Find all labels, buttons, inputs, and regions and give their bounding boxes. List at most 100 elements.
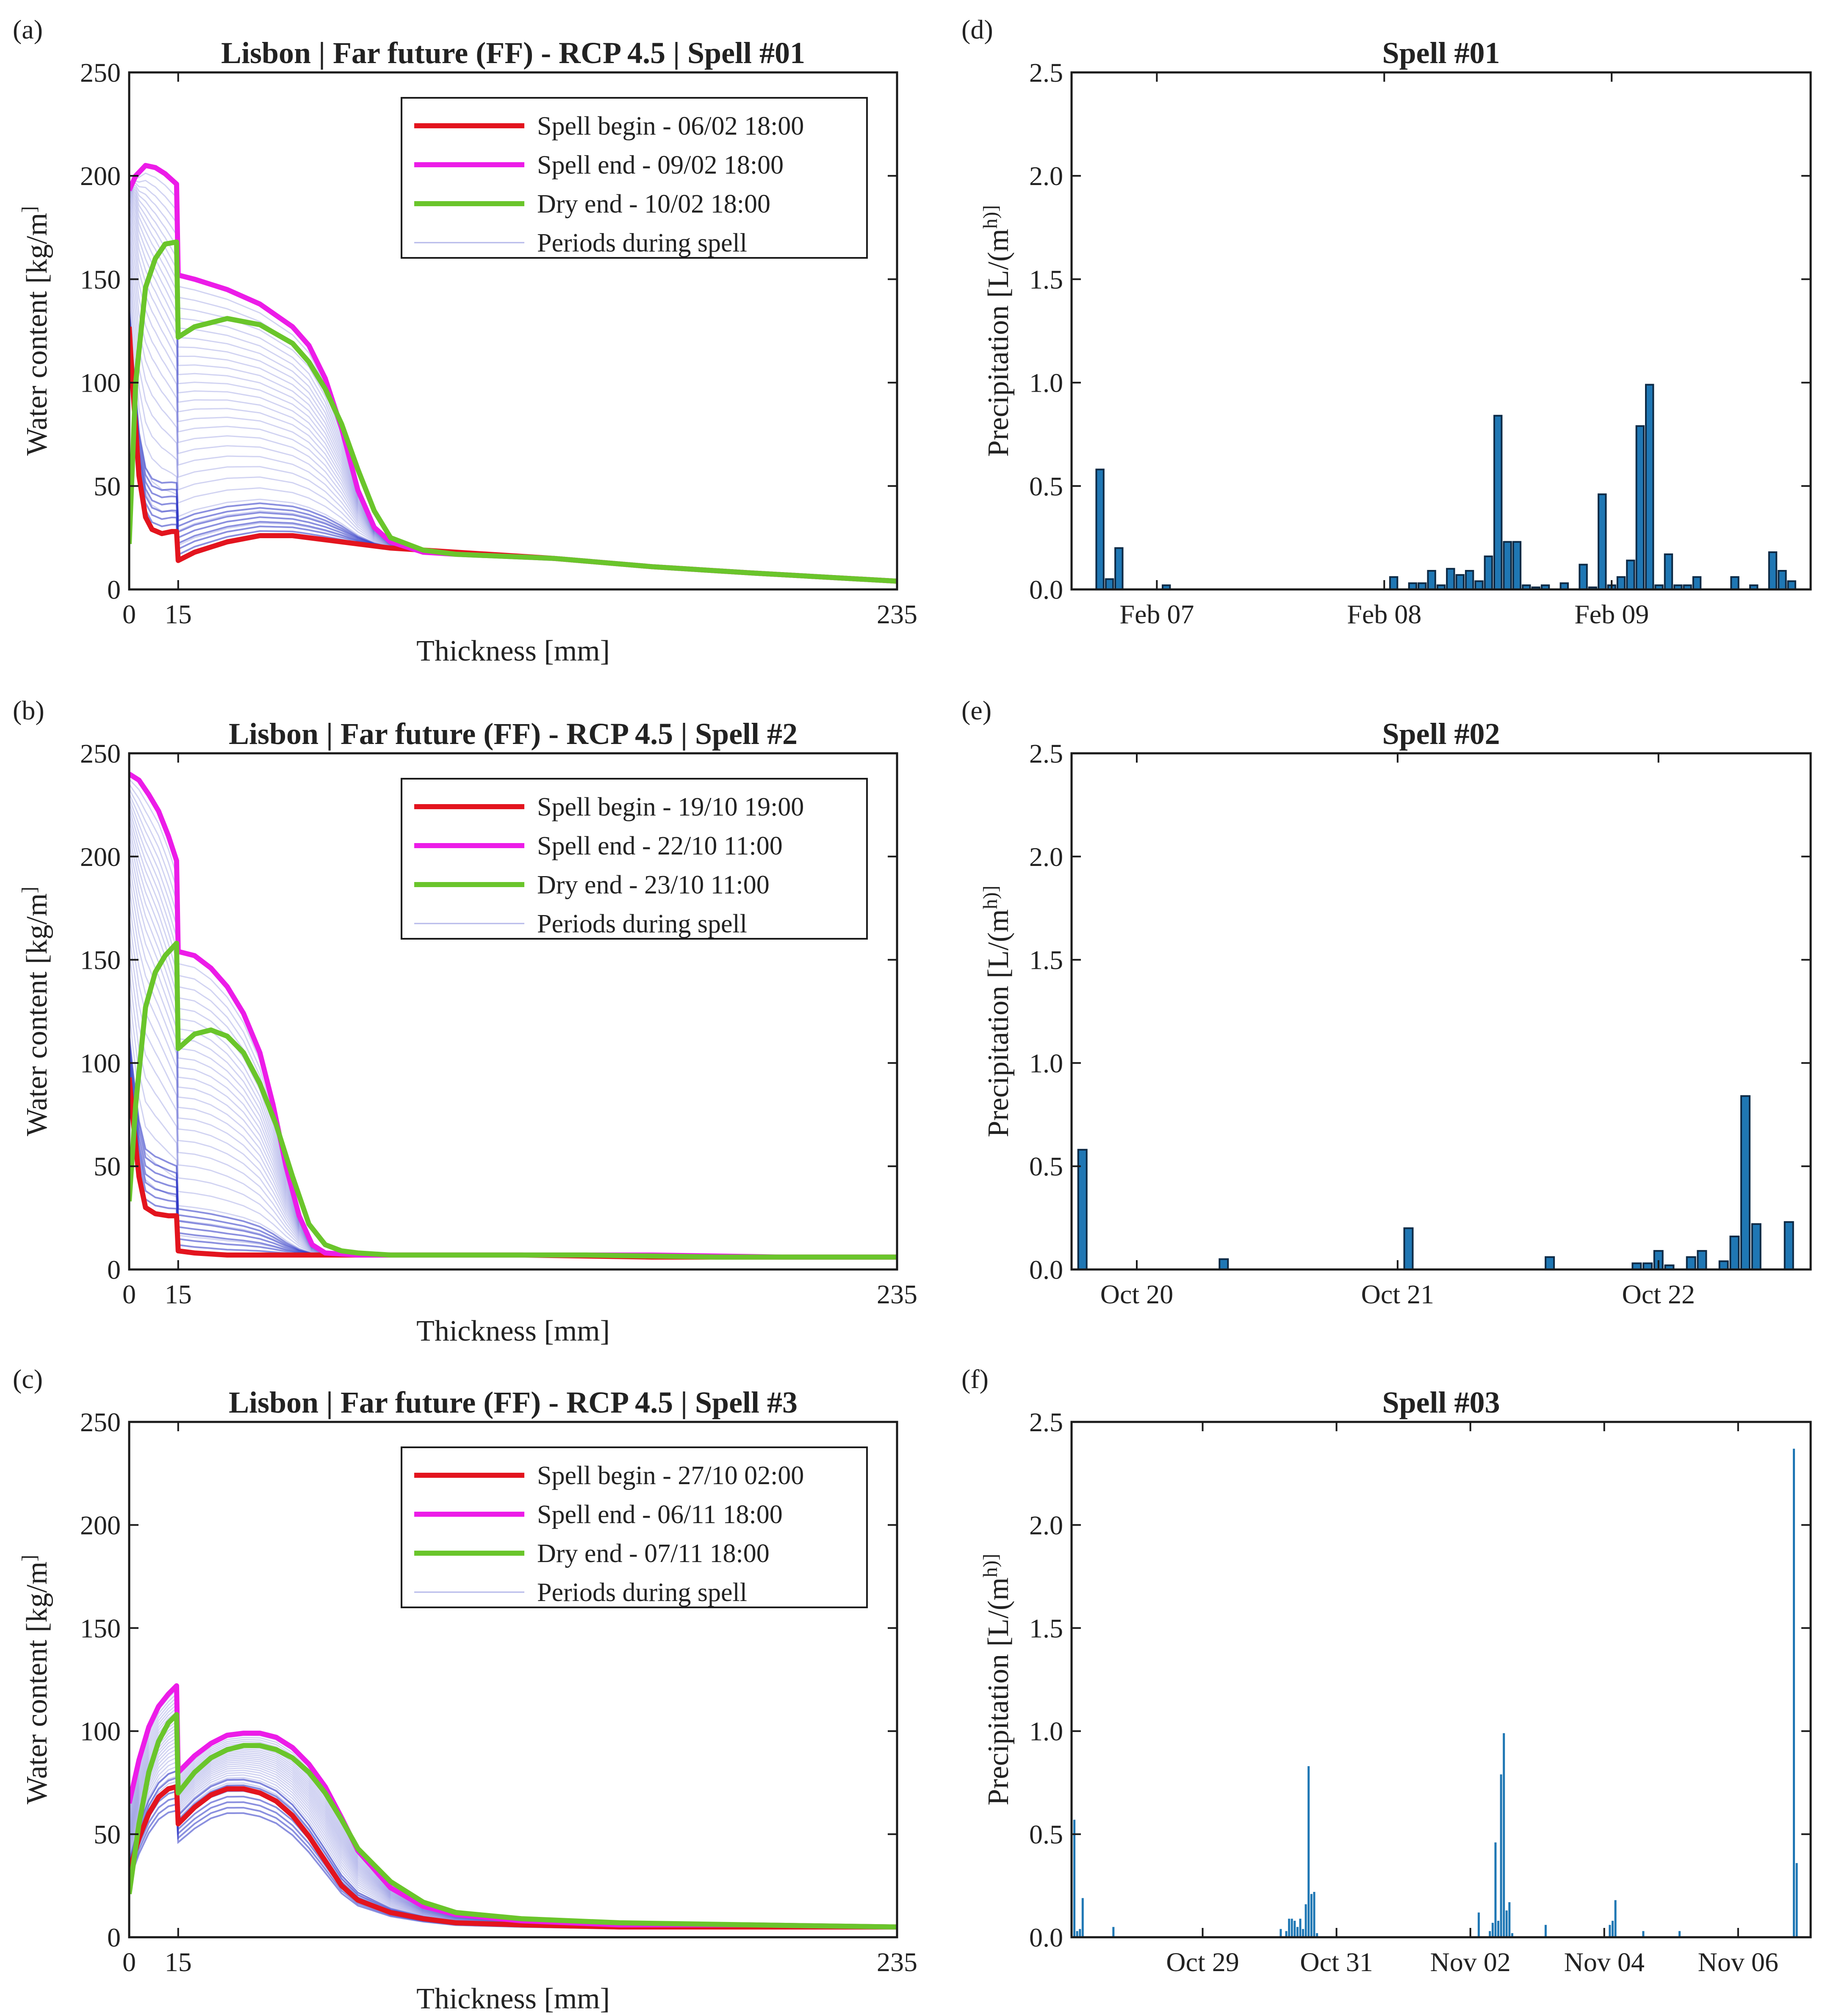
y-tick-label: 150 xyxy=(80,1613,121,1643)
precipitation-bar xyxy=(1614,1900,1617,1937)
precipitation-bar xyxy=(1316,1933,1318,1937)
chart_data.4.ylabel: Precipitation [L/(mh)] xyxy=(979,885,1015,1137)
precipitation-bar xyxy=(1544,1925,1547,1937)
y-tick-label: 0.5 xyxy=(1029,471,1063,501)
panel-label: (b) xyxy=(13,695,44,725)
y-tick-label: 0 xyxy=(107,575,121,605)
y-tick-label: 200 xyxy=(80,1510,121,1540)
precipitation-bar xyxy=(1305,1904,1307,1937)
x-tick-label: Nov 06 xyxy=(1698,1947,1778,1977)
chart_data.2.ylabel: Water content [kg/m] xyxy=(18,1555,54,1805)
precipitation-bar xyxy=(1489,1931,1491,1937)
precipitation-bar xyxy=(1778,570,1787,590)
x-tick-label: Nov 04 xyxy=(1564,1947,1645,1977)
precipitation-bar xyxy=(1112,1927,1115,1937)
precipitation-bar xyxy=(1635,425,1645,590)
chart-title: Spell #03 xyxy=(1382,1385,1500,1419)
panel-a-line-chart: 0 50 100 150 200 250 0 15 235 Lisbon | Far future… xyxy=(13,14,917,667)
y-tick-label: 250 xyxy=(80,1407,121,1437)
precipitation-bar xyxy=(1114,547,1124,591)
precipitation-bar xyxy=(1598,493,1607,591)
precipitation-bar xyxy=(1077,1149,1088,1270)
axes-frame xyxy=(128,71,898,591)
precipitation-bar xyxy=(1465,570,1474,590)
legend-entry: Periods during spell xyxy=(537,910,747,938)
precipitation-bar xyxy=(1718,1260,1729,1270)
axes-frame xyxy=(1070,1421,1812,1939)
precipitation-bar xyxy=(1503,1733,1505,1937)
y-tick-label: 2.0 xyxy=(1029,842,1063,872)
x-tick-label: 0 xyxy=(122,599,136,629)
legend-entry: Periods during spell xyxy=(537,229,747,257)
y-tick-label: 0.5 xyxy=(1029,1820,1063,1850)
y-tick-label: 1.5 xyxy=(1029,1613,1063,1643)
precipitation-bar xyxy=(1686,1256,1696,1270)
legend-entry: Spell begin - 27/10 02:00 xyxy=(537,1461,804,1490)
precipitation-bar xyxy=(1493,415,1503,590)
x-tick-label: 235 xyxy=(877,599,917,629)
precipitation-bar xyxy=(1793,1449,1795,1937)
panel-c-line-chart: 0 50 100 150 200 250 0 15 235 Lisbon | Far future… xyxy=(13,1364,917,2015)
legend-entry: Dry end - 23/10 11:00 xyxy=(537,871,770,899)
precipitation-bar xyxy=(1296,1927,1299,1937)
series-line-dry-end xyxy=(129,1712,897,1930)
x-tick-label: Feb 07 xyxy=(1119,599,1194,629)
chart-title: Lisbon | Far future (FF) - RCP 4.5 | Spe… xyxy=(229,717,798,751)
precipitation-bar xyxy=(1579,564,1588,591)
panel-label: (e) xyxy=(961,695,992,725)
precipitation-bar xyxy=(1285,1931,1288,1937)
legend-entry: Periods during spell xyxy=(537,1578,747,1607)
axes-frame xyxy=(1070,71,1812,591)
precipitation-bar xyxy=(1616,576,1626,590)
panel-d-bar-chart: 0.0 0.5 1.0 1.5 2.0 2.5 Feb 07 Feb 08 Feb 09 Spel… xyxy=(961,14,1812,629)
x-tick-label: 15 xyxy=(165,1947,192,1977)
y-tick-label: 150 xyxy=(80,264,121,294)
y-tick-label: 1.5 xyxy=(1029,945,1063,975)
chart_data.0.ylabel: Water content [kg/m] xyxy=(18,206,54,456)
chart_data.3.ylabel: Precipitation [L/(mh)] xyxy=(979,205,1015,456)
precipitation-bar xyxy=(1795,1863,1798,1937)
precipitation-bar xyxy=(1073,1820,1076,1937)
x-tick-label: Oct 22 xyxy=(1622,1279,1695,1309)
x-tick-label: 15 xyxy=(165,599,192,629)
panel-label: (a) xyxy=(13,14,43,44)
axes-frame xyxy=(128,1421,898,1939)
x-tick-label: 0 xyxy=(122,1279,136,1309)
chart-title: Spell #01 xyxy=(1382,36,1500,70)
plot-area xyxy=(129,772,897,1260)
precipitation-bar xyxy=(1511,1933,1513,1937)
precipitation-bar xyxy=(1609,1925,1611,1937)
y-tick-label: 0.0 xyxy=(1029,1255,1063,1285)
x-tick-label: Nov 02 xyxy=(1430,1947,1511,1977)
x-axis-label: Thickness [mm] xyxy=(416,1983,610,2015)
precipitation-bar xyxy=(1545,1256,1555,1270)
x-tick-label: Oct 20 xyxy=(1100,1279,1173,1309)
y-tick-label: 50 xyxy=(94,1151,121,1181)
legend: Spell begin - 19/10 19:00 Spell end - 22/… xyxy=(401,778,868,940)
precipitation-bar xyxy=(1612,1921,1614,1937)
precipitation-bar xyxy=(1291,1919,1293,1937)
y-tick-label: 2.5 xyxy=(1029,738,1063,769)
precipitation-bar xyxy=(1474,580,1484,590)
precipitation-bar xyxy=(1280,1929,1282,1937)
precipitation-bar xyxy=(1076,1931,1078,1937)
y-tick-label: 150 xyxy=(80,945,121,975)
y-tick-label: 2.0 xyxy=(1029,161,1063,191)
precipitation-bar xyxy=(1697,1250,1707,1271)
x-tick-label: 15 xyxy=(165,1279,192,1309)
precipitation-bar xyxy=(1751,1223,1762,1270)
precipitation-bar xyxy=(1740,1095,1750,1270)
panel-e-bar-chart: 0.0 0.5 1.0 1.5 2.0 2.5 Oct 20 Oct 21 Oct 22 Spel… xyxy=(961,695,1812,1309)
precipitation-bar xyxy=(1299,1919,1302,1937)
precipitation-bar xyxy=(1508,1902,1511,1937)
chart_data.5.ylabel: Precipitation [L/(mh)] xyxy=(979,1554,1015,1805)
legend-entry: Dry end - 10/02 18:00 xyxy=(537,190,770,218)
precipitation-bar xyxy=(1095,468,1105,590)
precipitation-bar xyxy=(1491,1922,1494,1937)
y-tick-label: 200 xyxy=(80,842,121,872)
x-tick-label: Oct 31 xyxy=(1300,1947,1373,1977)
y-tick-label: 2.0 xyxy=(1029,1510,1063,1540)
plot-area xyxy=(129,163,897,584)
chart-title: Spell #02 xyxy=(1382,717,1500,751)
precipitation-bar xyxy=(1768,551,1778,590)
